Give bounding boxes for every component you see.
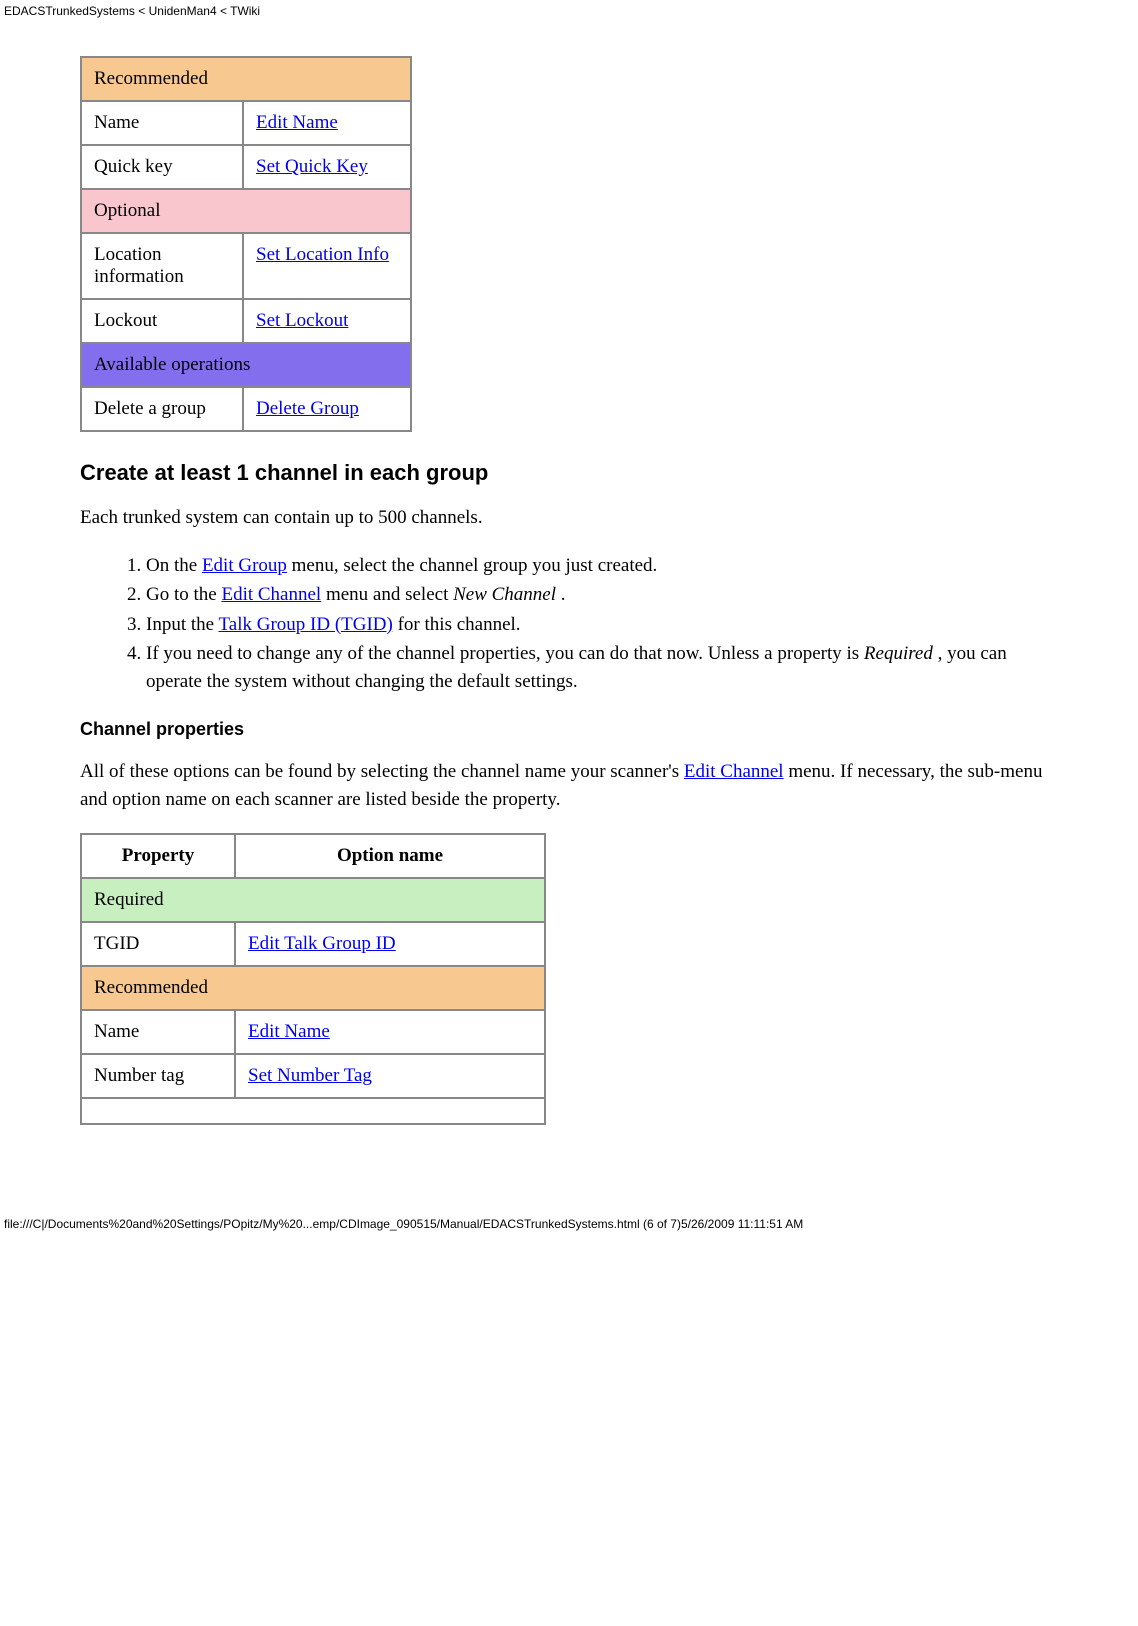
option-link[interactable]: Set Location Info (256, 244, 389, 265)
step-4: If you need to change any of the channel… (146, 640, 1058, 695)
option-cell: Edit Name (244, 102, 410, 144)
option-cell: Edit Talk Group ID (236, 923, 544, 965)
option-link[interactable]: Set Lockout (256, 310, 348, 331)
step-text: Go to the (146, 584, 221, 605)
step-text: Input the (146, 614, 218, 635)
intro-paragraph: Each trunked system can contain up to 50… (80, 504, 1058, 532)
property-cell: Location information (82, 234, 242, 298)
step-3: Input the Talk Group ID (TGID) for this … (146, 611, 1058, 639)
section-header: Optional (82, 190, 410, 232)
property-cell: Name (82, 1011, 234, 1053)
edit-group-link[interactable]: Edit Group (202, 555, 287, 576)
group-properties-table: RecommendedName Edit Name Quick key Set Qui… (80, 56, 412, 432)
steps-list: On the Edit Group menu, select the chann… (80, 552, 1058, 696)
step-text: If you need to change any of the channel… (146, 643, 864, 664)
property-cell: Delete a group (82, 388, 242, 430)
option-cell: Set Quick Key (244, 146, 410, 188)
edit-channel-link-2[interactable]: Edit Channel (684, 761, 784, 782)
step-2: Go to the Edit Channel menu and select N… (146, 581, 1058, 609)
step-1: On the Edit Group menu, select the chann… (146, 552, 1058, 580)
column-header-option: Option name (236, 835, 544, 877)
option-link[interactable]: Delete Group (256, 398, 359, 419)
property-cell: TGID (82, 923, 234, 965)
step-text: menu and select (321, 584, 453, 605)
para-text: All of these options can be found by sel… (80, 761, 684, 782)
option-link[interactable]: Set Quick Key (256, 156, 368, 177)
option-link[interactable]: Edit Talk Group ID (248, 933, 396, 954)
required-em: Required (864, 643, 933, 664)
heading-create-channel: Create at least 1 channel in each group (80, 460, 1058, 486)
page-header: EDACSTrunkedSystems < UnidenMan4 < TWiki (0, 0, 1138, 18)
empty-row (82, 1099, 544, 1123)
option-cell: Set Lockout (244, 300, 410, 342)
step-text: menu, select the channel group you just … (287, 555, 657, 576)
option-link[interactable]: Edit Name (248, 1021, 330, 1042)
option-cell: Edit Name (236, 1011, 544, 1053)
channel-properties-paragraph: All of these options can be found by sel… (80, 758, 1058, 813)
step-text: . (556, 584, 566, 605)
channel-properties-table: PropertyOption nameRequiredTGID Edit Talk… (80, 833, 546, 1125)
section-header: Required (82, 879, 544, 921)
column-header-property: Property (82, 835, 234, 877)
option-link[interactable]: Set Number Tag (248, 1065, 372, 1086)
edit-channel-link[interactable]: Edit Channel (221, 584, 321, 605)
option-link[interactable]: Edit Name (256, 112, 338, 133)
option-cell: Set Number Tag (236, 1055, 544, 1097)
step-text: On the (146, 555, 202, 576)
new-channel-em: New Channel (453, 584, 556, 605)
property-cell: Lockout (82, 300, 242, 342)
option-cell: Set Location Info (244, 234, 410, 298)
property-cell: Name (82, 102, 242, 144)
tgid-link[interactable]: Talk Group ID (TGID) (218, 614, 392, 635)
property-cell: Quick key (82, 146, 242, 188)
heading-channel-properties: Channel properties (80, 719, 1058, 740)
step-text: for this channel. (393, 614, 521, 635)
content-area: RecommendedNameEdit NameQuick keySet Qui… (0, 18, 1138, 1213)
property-cell: Number tag (82, 1055, 234, 1097)
section-header: Recommended (82, 967, 544, 1009)
page-footer: file:///C|/Documents%20and%20Settings/PO… (0, 1213, 1138, 1237)
option-cell: Delete Group (244, 388, 410, 430)
section-header: Recommended (82, 58, 410, 100)
section-header: Available operations (82, 344, 410, 386)
